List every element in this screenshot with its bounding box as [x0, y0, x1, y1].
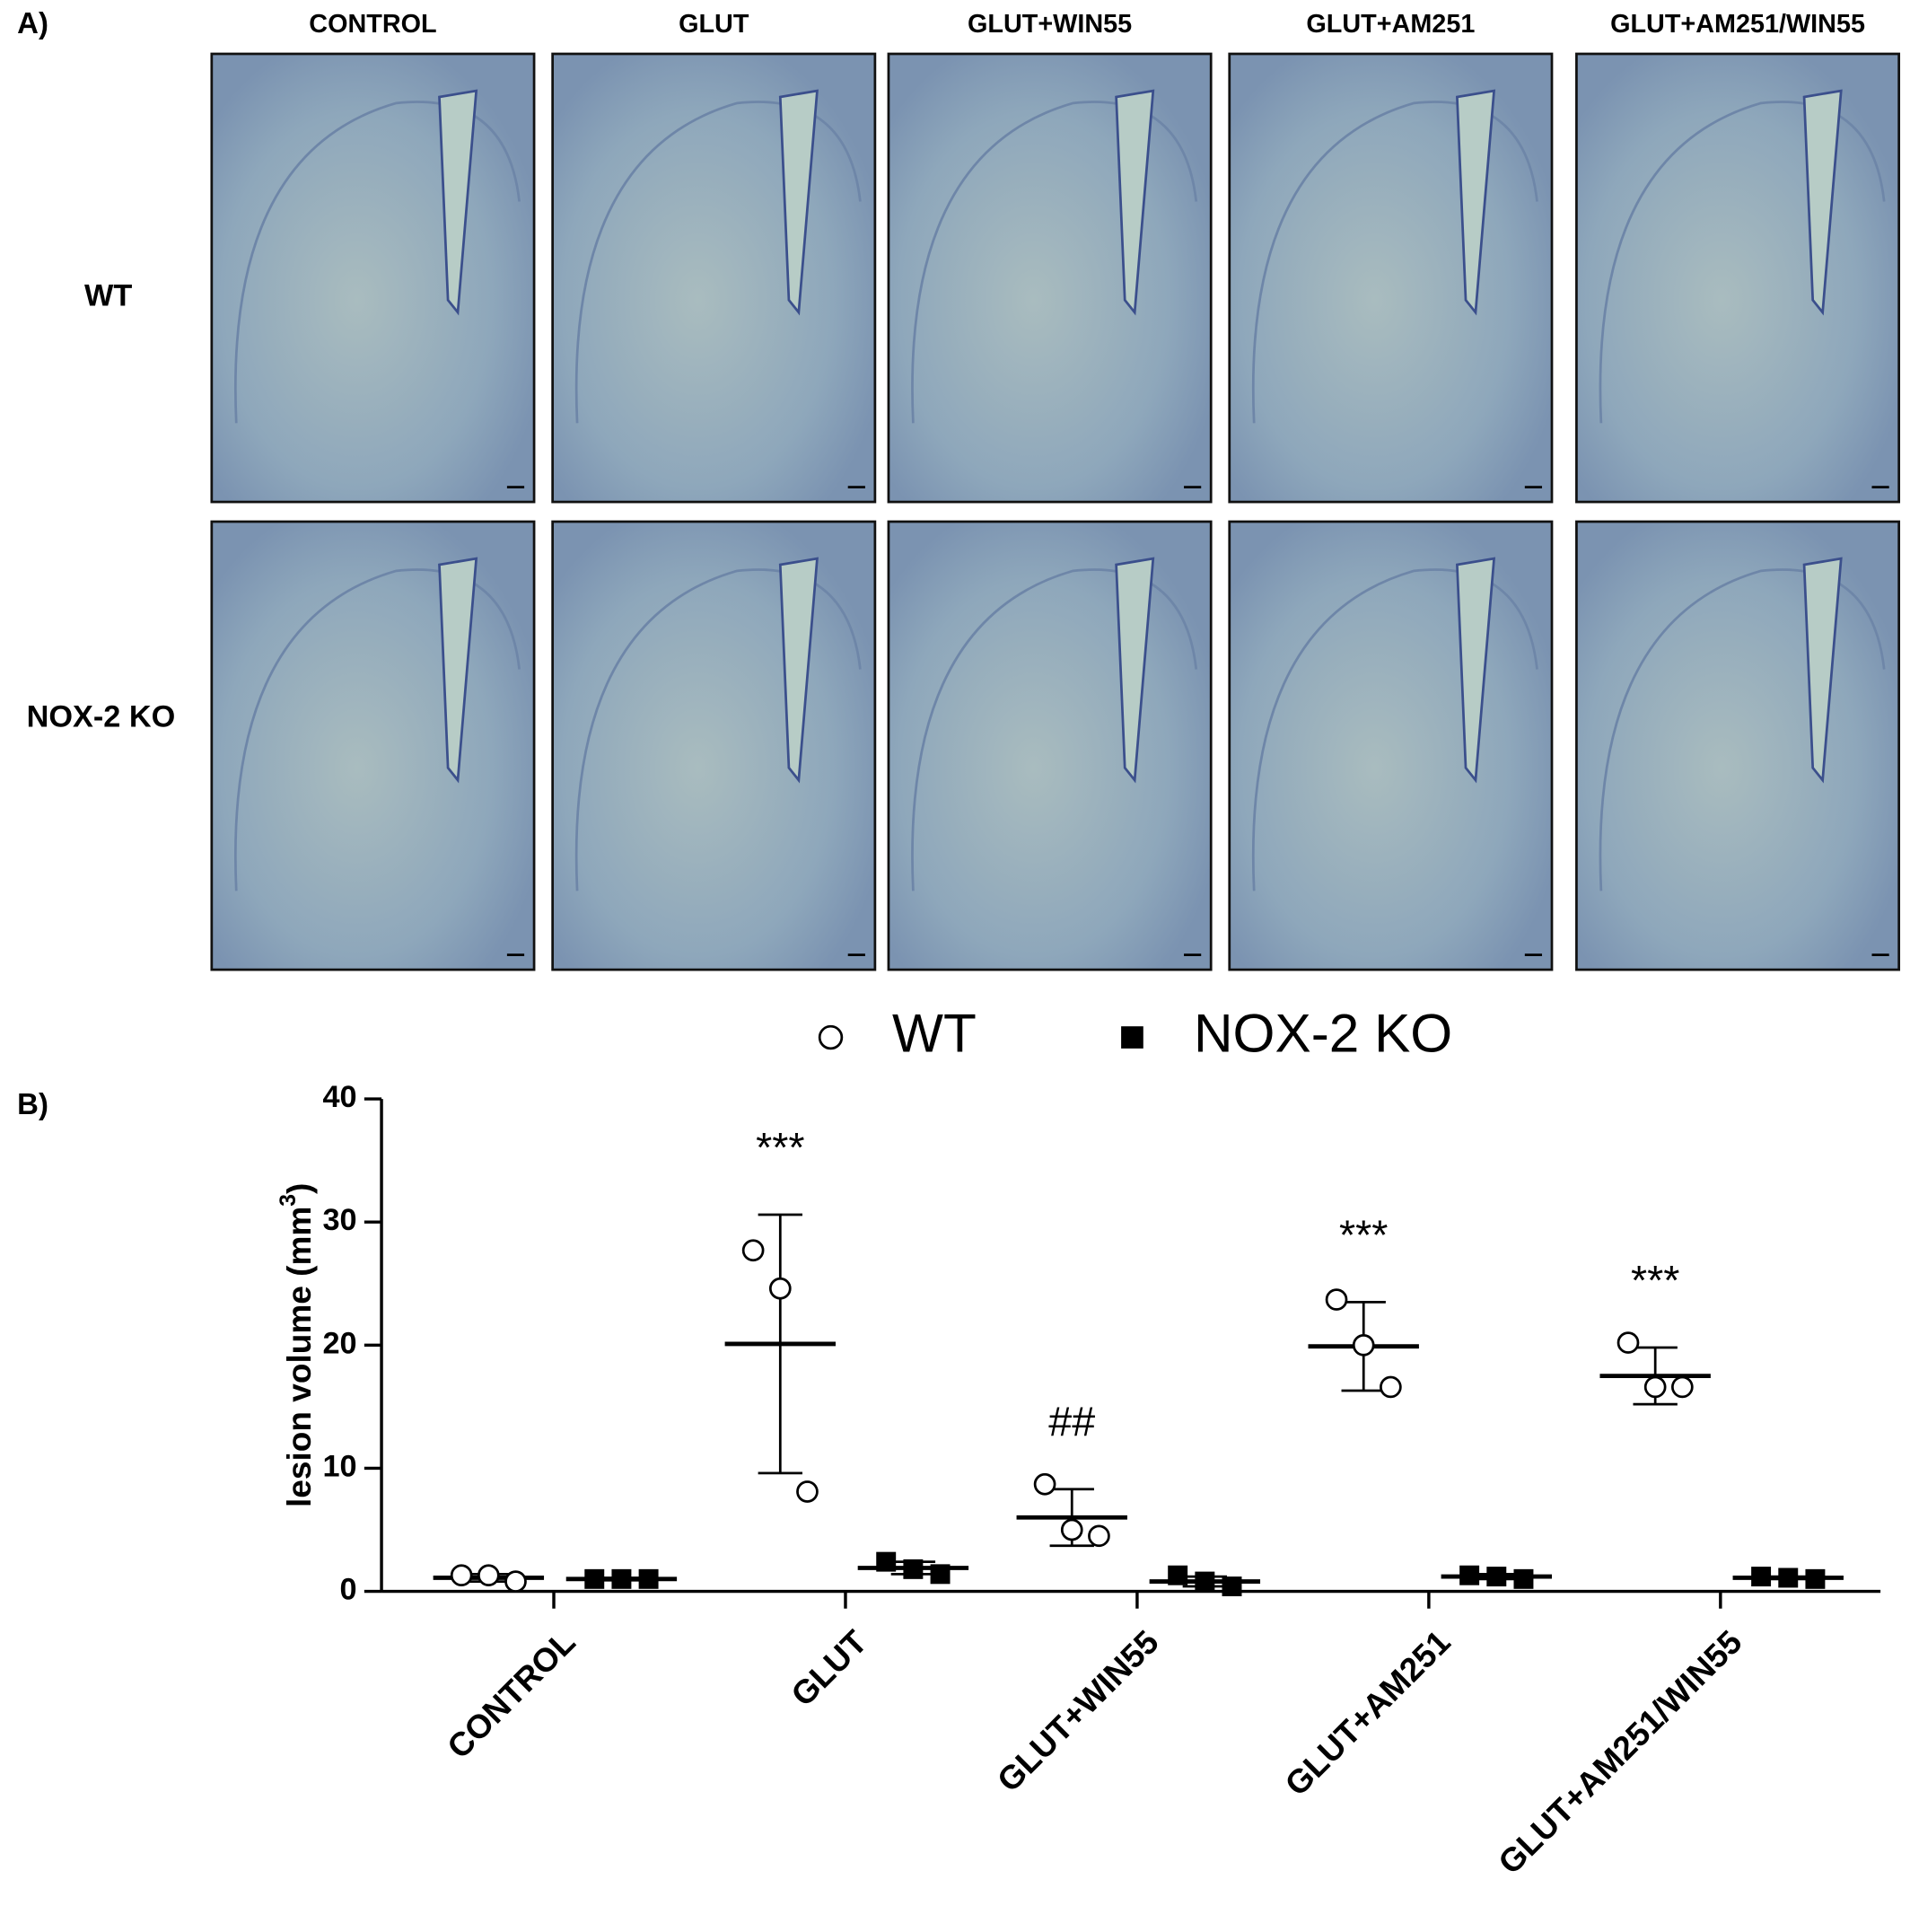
- data-point: [611, 1568, 632, 1589]
- ventricle: [778, 557, 819, 784]
- ventricle: [1456, 557, 1496, 784]
- tissue-outline: [574, 101, 862, 424]
- data-point: [1805, 1568, 1826, 1589]
- data-point: [478, 1564, 500, 1587]
- tissue-outline: [1599, 101, 1886, 424]
- data-point: [1195, 1571, 1215, 1592]
- ventricle: [1115, 89, 1155, 316]
- data-point: [1459, 1565, 1480, 1585]
- data-point: [504, 1570, 527, 1593]
- x-tick-label: CONTROL: [440, 1623, 583, 1766]
- row-label: WT: [84, 279, 132, 313]
- data-point: [796, 1480, 819, 1503]
- y-label-main: lesion volume (mm: [280, 1207, 318, 1507]
- data-point: [1325, 1288, 1348, 1311]
- data-point: [1060, 1518, 1083, 1541]
- micrograph: [551, 52, 877, 504]
- micrograph: [1228, 520, 1554, 971]
- data-point: [1088, 1524, 1110, 1548]
- data-point: [903, 1559, 924, 1579]
- ventricle: [438, 557, 478, 784]
- ventricle: [1115, 557, 1155, 784]
- data-point: [1352, 1333, 1375, 1357]
- micrograph: [1575, 52, 1901, 504]
- data-point: [1486, 1567, 1507, 1587]
- data-point: [1778, 1568, 1799, 1588]
- ventricle: [778, 89, 819, 316]
- ventricle: [1802, 557, 1843, 784]
- significance-label: ##: [1048, 1399, 1095, 1445]
- micrograph: [210, 52, 536, 504]
- data-point: [638, 1568, 659, 1589]
- significance-label: ***: [1631, 1257, 1679, 1304]
- data-point: [1671, 1375, 1694, 1399]
- y-axis-label: lesion volume (mm3): [276, 1183, 318, 1507]
- data-point: [1643, 1375, 1667, 1399]
- column-label: GLUT+AM251/WIN55: [1610, 10, 1865, 39]
- tissue-outline: [1599, 568, 1886, 891]
- significance-label: ***: [1339, 1211, 1388, 1258]
- micrograph: [210, 520, 536, 971]
- micrograph: [887, 52, 1213, 504]
- ventricle: [1802, 89, 1843, 316]
- column-label: GLUT: [679, 10, 749, 39]
- tissue-outline: [911, 101, 1198, 424]
- legend-marker: [1121, 1026, 1143, 1049]
- tissue-outline: [234, 101, 521, 424]
- data-point: [741, 1239, 765, 1262]
- y-tick-label: 10: [323, 1449, 357, 1483]
- y-label-end: ): [280, 1183, 318, 1194]
- data-point: [584, 1568, 605, 1589]
- panel-b-label: B): [17, 1087, 48, 1120]
- y-tick-label: 30: [323, 1203, 357, 1237]
- tissue-outline: [1251, 101, 1538, 424]
- legend-marker: [818, 1024, 844, 1050]
- data-point: [1033, 1472, 1056, 1496]
- data-point: [1222, 1576, 1242, 1597]
- data-point: [1751, 1567, 1772, 1587]
- significance-label: ***: [756, 1124, 804, 1171]
- y-label-sup: 3: [276, 1194, 301, 1207]
- legend-label: NOX-2 KO: [1194, 1002, 1452, 1063]
- micrograph: [1228, 52, 1554, 504]
- data-point: [930, 1564, 951, 1585]
- x-tick-label: GLUT+AM251: [1277, 1623, 1458, 1804]
- data-point: [768, 1277, 792, 1300]
- data-point: [1616, 1331, 1640, 1354]
- y-tick-label: 20: [323, 1326, 357, 1360]
- x-tick-label: GLUT: [784, 1622, 874, 1713]
- data-point: [876, 1551, 897, 1572]
- row-label: NOX-2 KO: [27, 699, 176, 733]
- x-tick-label: GLUT+AM251/WIN55: [1491, 1623, 1749, 1882]
- ventricle: [438, 89, 478, 316]
- ventricle: [1456, 89, 1496, 316]
- data-point: [1168, 1565, 1188, 1585]
- x-tick-label: GLUT+WIN55: [989, 1623, 1165, 1799]
- tissue-outline: [574, 568, 862, 891]
- column-label: CONTROL: [309, 10, 436, 39]
- y-tick-label: 0: [340, 1573, 357, 1607]
- column-label: GLUT+AM251: [1306, 10, 1475, 39]
- y-tick-label: 40: [323, 1080, 357, 1114]
- micrograph: [887, 520, 1213, 971]
- tissue-outline: [1251, 568, 1538, 891]
- tissue-outline: [234, 568, 521, 891]
- tissue-outline: [911, 568, 1198, 891]
- column-label: GLUT+WIN55: [968, 10, 1132, 39]
- data-point: [1380, 1375, 1402, 1399]
- micrograph: [1575, 520, 1901, 971]
- legend-label: WT: [892, 1002, 977, 1063]
- data-point: [1513, 1568, 1534, 1589]
- panel-a-label: A): [17, 6, 48, 40]
- micrograph: [551, 520, 877, 971]
- data-point: [450, 1564, 473, 1587]
